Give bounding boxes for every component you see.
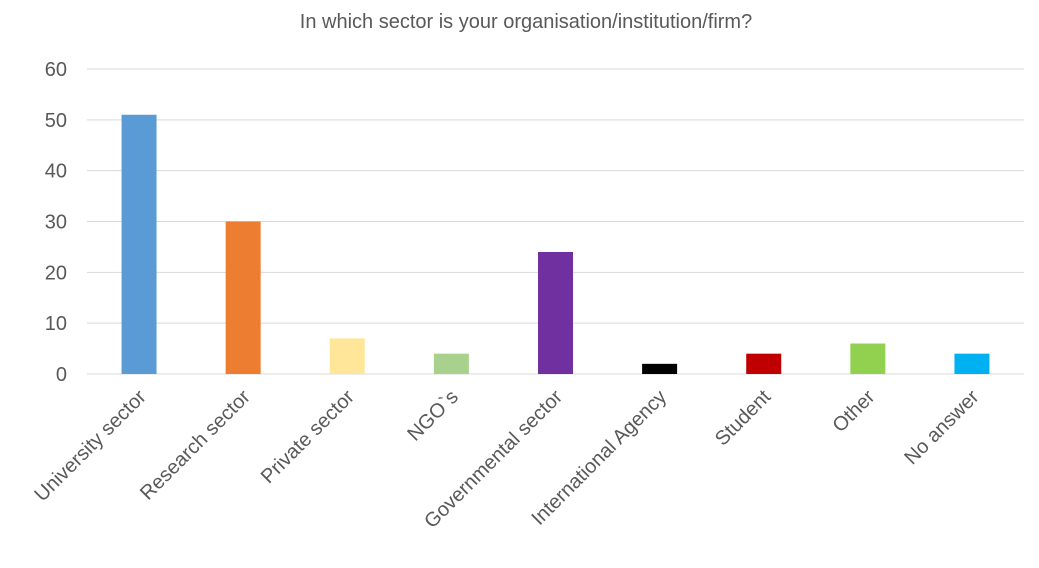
bars — [121, 114, 990, 374]
bar — [329, 338, 365, 374]
x-tick-label: Private sector — [257, 386, 359, 488]
x-tick-label: Student — [711, 386, 776, 451]
x-tick-label: No answer — [900, 386, 983, 469]
y-tick-label: 20 — [45, 262, 67, 284]
bar — [121, 114, 157, 374]
bar — [954, 353, 990, 374]
y-axis-ticks: 0 10 20 30 40 50 60 — [45, 59, 67, 386]
x-tick-label: NGO`s — [403, 386, 463, 446]
y-tick-label: 50 — [45, 110, 67, 132]
y-tick-label: 40 — [45, 161, 67, 183]
bar — [850, 343, 886, 374]
bar — [746, 353, 782, 374]
x-tick-label: Research sector — [136, 386, 255, 505]
x-tick-label: University sector — [31, 386, 151, 506]
y-tick-label: 0 — [56, 364, 67, 386]
bar — [433, 353, 469, 374]
y-tick-label: 10 — [45, 313, 67, 335]
x-tick-label: Other — [828, 386, 879, 437]
y-tick-label: 60 — [45, 59, 67, 81]
chart-title: In which sector is your organisation/ins… — [300, 11, 752, 33]
y-tick-label: 30 — [45, 212, 67, 234]
bar — [225, 221, 261, 374]
bar — [642, 363, 678, 374]
bar — [538, 252, 573, 374]
